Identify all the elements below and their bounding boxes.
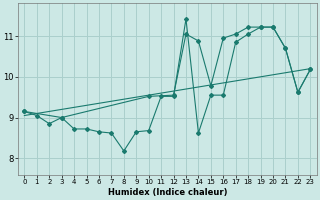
X-axis label: Humidex (Indice chaleur): Humidex (Indice chaleur) [108,188,227,197]
